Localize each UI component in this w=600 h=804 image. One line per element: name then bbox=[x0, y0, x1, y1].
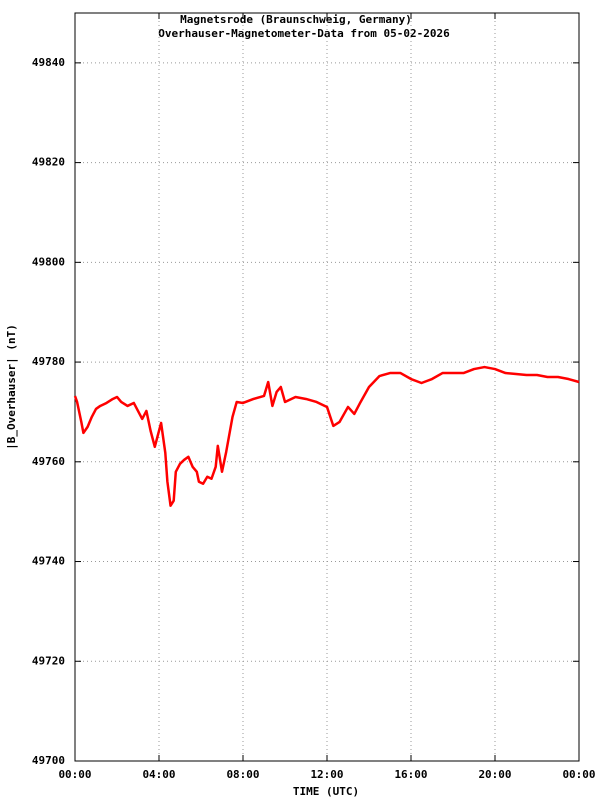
x-tick-label: 00:00 bbox=[562, 768, 595, 781]
y-tick-label: 49700 bbox=[32, 754, 65, 767]
x-tick-label: 12:00 bbox=[310, 768, 343, 781]
data-line bbox=[73, 365, 580, 507]
y-axis-label: |B_Overhauser| (nT) bbox=[5, 324, 18, 450]
x-axis-label: TIME (UTC) bbox=[293, 785, 359, 798]
y-tick-label: 49800 bbox=[32, 255, 65, 268]
y-tick-label: 49780 bbox=[32, 355, 65, 368]
y-tick-label: 49820 bbox=[32, 156, 65, 169]
x-tick-label: 20:00 bbox=[478, 768, 511, 781]
x-tick-label: 04:00 bbox=[142, 768, 175, 781]
y-tick-label: 49840 bbox=[32, 56, 65, 69]
y-tick-label: 49760 bbox=[32, 455, 65, 468]
y-tick-label: 49720 bbox=[32, 654, 65, 667]
x-tick-label: 16:00 bbox=[394, 768, 427, 781]
chart-title: Magnetsrode (Braunschweig, Germany) bbox=[180, 13, 412, 26]
plot-frame bbox=[74, 12, 580, 762]
x-tick-label: 08:00 bbox=[226, 768, 259, 781]
y-tick-label: 49740 bbox=[32, 555, 65, 568]
x-tick-label: 00:00 bbox=[58, 768, 91, 781]
chart-subtitle: Overhauser-Magnetometer-Data from 05-02-… bbox=[158, 27, 450, 40]
